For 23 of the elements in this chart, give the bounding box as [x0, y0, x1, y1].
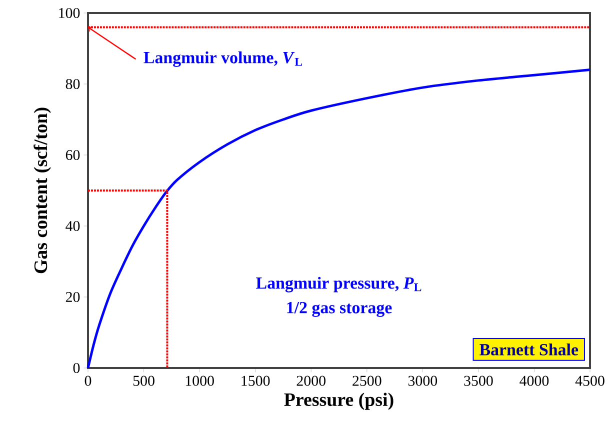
y-axis-title: Gas content (scf/ton) — [34, 108, 51, 274]
x-tick-label: 500 — [133, 376, 154, 386]
line-series — [86, 68, 592, 370]
x-tick-label: 4500 — [575, 376, 604, 386]
y-tick-label: 0 — [73, 362, 80, 374]
annotation: 1/2 gas storage — [287, 302, 392, 317]
annotation: Langmuir pressure, P$_{L}$ — [256, 276, 422, 292]
y-tick-label: 100 — [59, 8, 80, 18]
x-tick-label: 1500 — [242, 376, 270, 386]
annotation: Barnett Shale — [480, 344, 578, 356]
annotation: Langmuir volume, V$_{L}$ — [144, 51, 302, 67]
y-tick-label: 40 — [66, 220, 80, 232]
x-tick-label: 0 — [84, 376, 92, 386]
y-tick-label: 60 — [66, 150, 80, 160]
x-tick-label: 1000 — [186, 376, 214, 386]
x-tick-label: 3500 — [464, 376, 493, 386]
y-tick-label: 80 — [66, 78, 80, 90]
x-tick-label: 3000 — [408, 376, 438, 386]
x-axis-title: Pressure (psi) — [284, 392, 394, 410]
x-tick-label: 4000 — [520, 376, 549, 386]
x-tick-label: 2000 — [296, 376, 326, 386]
y-tick-label: 20 — [66, 292, 80, 302]
x-tick-label: 2500 — [352, 376, 382, 386]
